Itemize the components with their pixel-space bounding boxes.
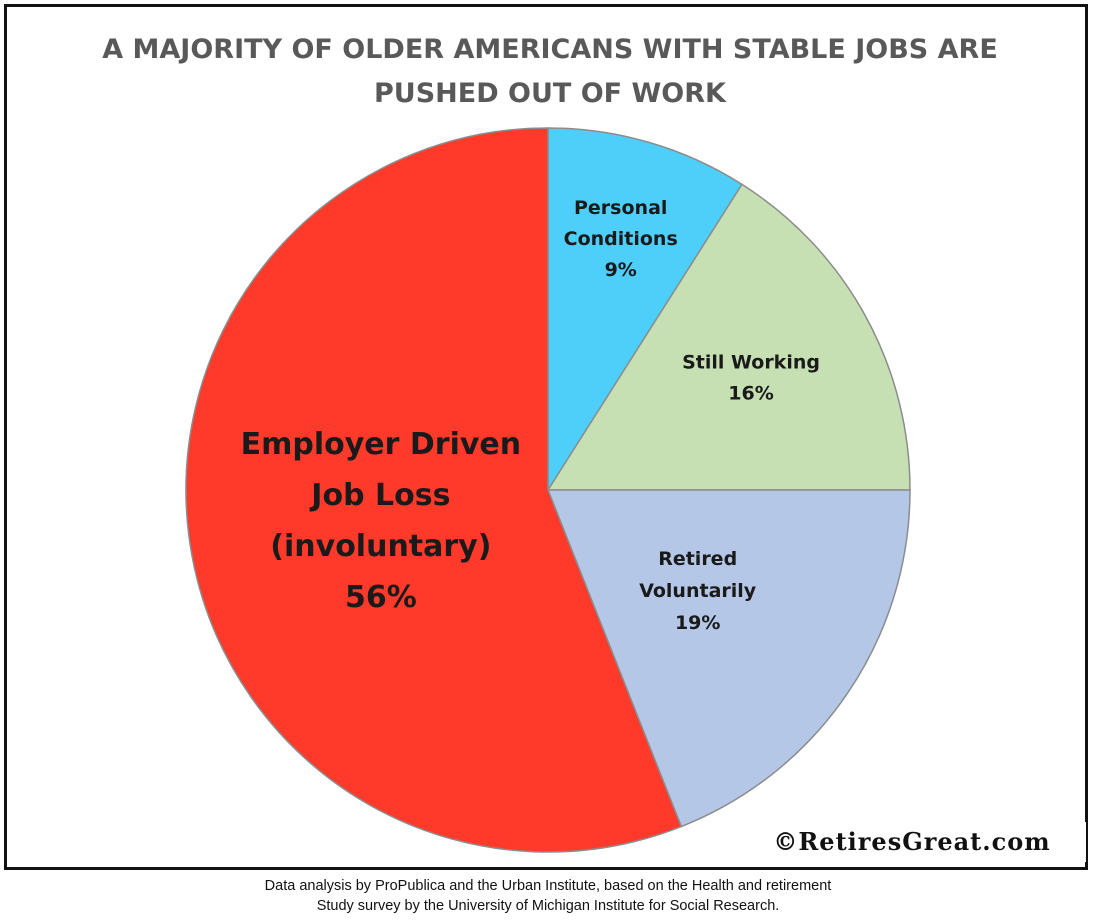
pie-slice-personal-label-line: Conditions [564,228,678,250]
pie-slice-personal-label: Personal Conditions 9% [564,197,678,281]
pie-slice-employer-driven-label: Employer Driven Job Loss (involuntary) 56% [241,427,522,615]
source-note: Data analysis by ProPublica and the Urba… [0,876,1096,916]
pie-slice-still-working-label-line: 16% [728,382,773,404]
source-note-line-2: Study survey by the University of Michig… [316,898,780,914]
pie-slice-retired-label: Retired Voluntarily 19% [639,548,757,634]
pie-slice-still-working [546,183,911,491]
pie-slice-retired-label-line: Retired [658,548,737,570]
pie-slice-personal-label-line: Personal [574,197,667,219]
pie-slice-employer-driven-label-line: (involuntary) [270,529,491,564]
pie-slice-employer-driven-label-line: Job Loss [309,478,450,513]
chart-title-line-1: A MAJORITY OF OLDER AMERICANS WITH STABL… [102,34,998,65]
pie-labels: Personal Conditions 9% Still Working 16% Reti… [241,197,820,634]
pie-slice-retired-label-line: Voluntarily [639,580,757,602]
pie-slice-still-working-label-line: Still Working [682,351,820,373]
pie-slice-personal [547,127,744,493]
pie-slice-employer-driven-label-line: Employer Driven [241,427,522,462]
pie-slice-personal-label-line: 9% [605,259,637,281]
source-note-line-1: Data analysis by ProPublica and the Urba… [264,878,832,894]
pie-slice-retired [546,489,911,828]
chart-title: A MAJORITY OF OLDER AMERICANS WITH STABL… [40,28,1060,116]
pie-slice-employer-driven [185,127,683,853]
pie-slice-employer-driven-label-line: 56% [345,580,417,615]
pie-slice-still-working-label: Still Working 16% [682,351,820,404]
watermark-text: ©RetiresGreat.com [738,822,1086,862]
pie-slices [185,127,911,853]
chart-title-line-2: PUSHED OUT OF WORK [374,78,726,109]
pie-slice-retired-label-line: 19% [675,612,720,634]
